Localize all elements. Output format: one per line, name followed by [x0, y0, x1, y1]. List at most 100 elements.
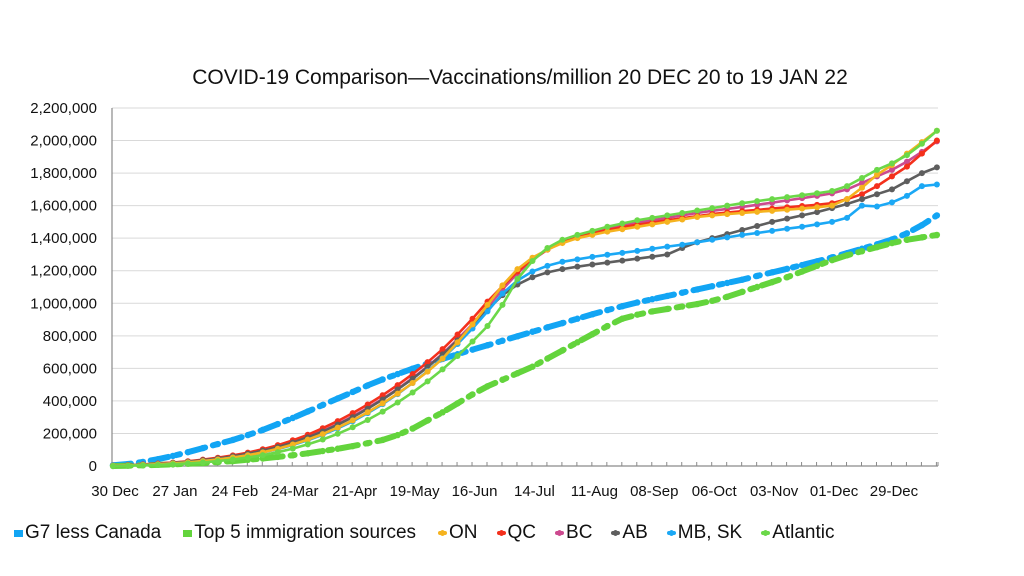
data-point [319, 436, 326, 443]
data-point [559, 347, 566, 354]
legend-label: Top 5 immigration sources [194, 522, 417, 543]
data-point [469, 321, 476, 328]
data-point [709, 297, 716, 305]
data-point [394, 431, 401, 439]
data-point [813, 262, 821, 270]
data-point [814, 190, 821, 197]
data-point [244, 454, 251, 461]
data-point [859, 196, 865, 203]
x-tick-label: 01-Dec [810, 483, 859, 500]
data-point [649, 245, 656, 252]
legend-item-top-5-immigration-sources: Top 5 immigration sources [183, 522, 416, 544]
data-point [514, 370, 521, 377]
data-point [859, 174, 865, 181]
data-point [469, 391, 476, 398]
data-point [409, 389, 416, 396]
y-tick-label: 600,000 [43, 360, 97, 377]
data-point [933, 164, 940, 171]
data-point [139, 462, 146, 469]
data-point [784, 225, 791, 232]
data-point [709, 282, 716, 290]
data-point [634, 247, 641, 254]
data-point [844, 183, 851, 190]
data-point [634, 255, 641, 262]
data-point [289, 445, 296, 452]
legend-item-ab: AB [611, 522, 648, 544]
legend-swatch [761, 530, 771, 536]
data-point [694, 239, 701, 246]
data-point [319, 401, 326, 409]
data-point [454, 331, 461, 338]
data-point [349, 417, 356, 424]
data-point [768, 278, 776, 286]
data-point [229, 436, 237, 444]
data-point [739, 231, 746, 238]
legend-swatch [611, 530, 621, 536]
x-tick-label: 30 Dec [91, 483, 139, 500]
data-point [829, 187, 836, 194]
data-point [574, 256, 581, 263]
data-point [364, 409, 371, 416]
series-lines [109, 127, 941, 470]
data-point [783, 274, 791, 281]
data-point [859, 179, 865, 186]
legend-label: BC [566, 522, 593, 543]
data-point [289, 414, 296, 422]
data-point [784, 206, 791, 213]
data-point [319, 431, 326, 438]
data-point [274, 449, 281, 456]
data-point [199, 444, 207, 452]
data-point [589, 330, 596, 338]
y-tick-label: 1,400,000 [30, 230, 97, 247]
data-point [918, 150, 925, 157]
legend-label: G7 less Canada [25, 522, 162, 543]
x-tick-label: 06-Oct [692, 483, 738, 500]
data-point [544, 244, 551, 251]
data-point [814, 209, 821, 216]
data-point [229, 456, 236, 463]
data-point [499, 290, 506, 297]
data-point [559, 258, 566, 265]
data-point [484, 323, 491, 330]
data-point [364, 401, 371, 408]
data-point [859, 202, 865, 209]
x-tick-label: 24 Feb [211, 483, 258, 500]
x-tick-label: 21-Apr [332, 483, 377, 500]
data-point [694, 300, 701, 308]
data-point [724, 211, 731, 218]
data-point [798, 261, 806, 269]
y-axis-tick-labels: 0 200,000 400,000 600,000 800,000 1,000,000 1,… [30, 100, 97, 475]
legend-swatch [438, 530, 448, 536]
data-point [799, 212, 806, 219]
data-point [334, 395, 341, 402]
legend-swatch [14, 529, 23, 537]
data-point [214, 458, 221, 465]
data-point [769, 218, 776, 225]
data-point [873, 171, 880, 178]
data-point [559, 266, 566, 273]
data-point [439, 346, 446, 353]
y-tick-label: 1,600,000 [30, 198, 97, 215]
data-point [394, 382, 401, 389]
data-point [559, 236, 566, 243]
data-point [844, 196, 851, 203]
data-point [484, 383, 491, 390]
data-point [619, 303, 626, 310]
data-point [784, 194, 791, 201]
data-point [349, 388, 356, 396]
data-point [334, 430, 341, 437]
legend-swatch [555, 530, 565, 536]
series-line [112, 129, 938, 467]
data-point [664, 243, 671, 250]
y-tick-label: 0 [89, 458, 97, 475]
data-point [738, 288, 746, 296]
series-line [112, 166, 938, 467]
data-point [349, 442, 356, 450]
data-point [649, 253, 656, 260]
data-point [859, 191, 865, 198]
data-point [754, 198, 761, 205]
data-point [769, 227, 776, 234]
data-point [918, 234, 926, 241]
data-point [739, 227, 746, 234]
